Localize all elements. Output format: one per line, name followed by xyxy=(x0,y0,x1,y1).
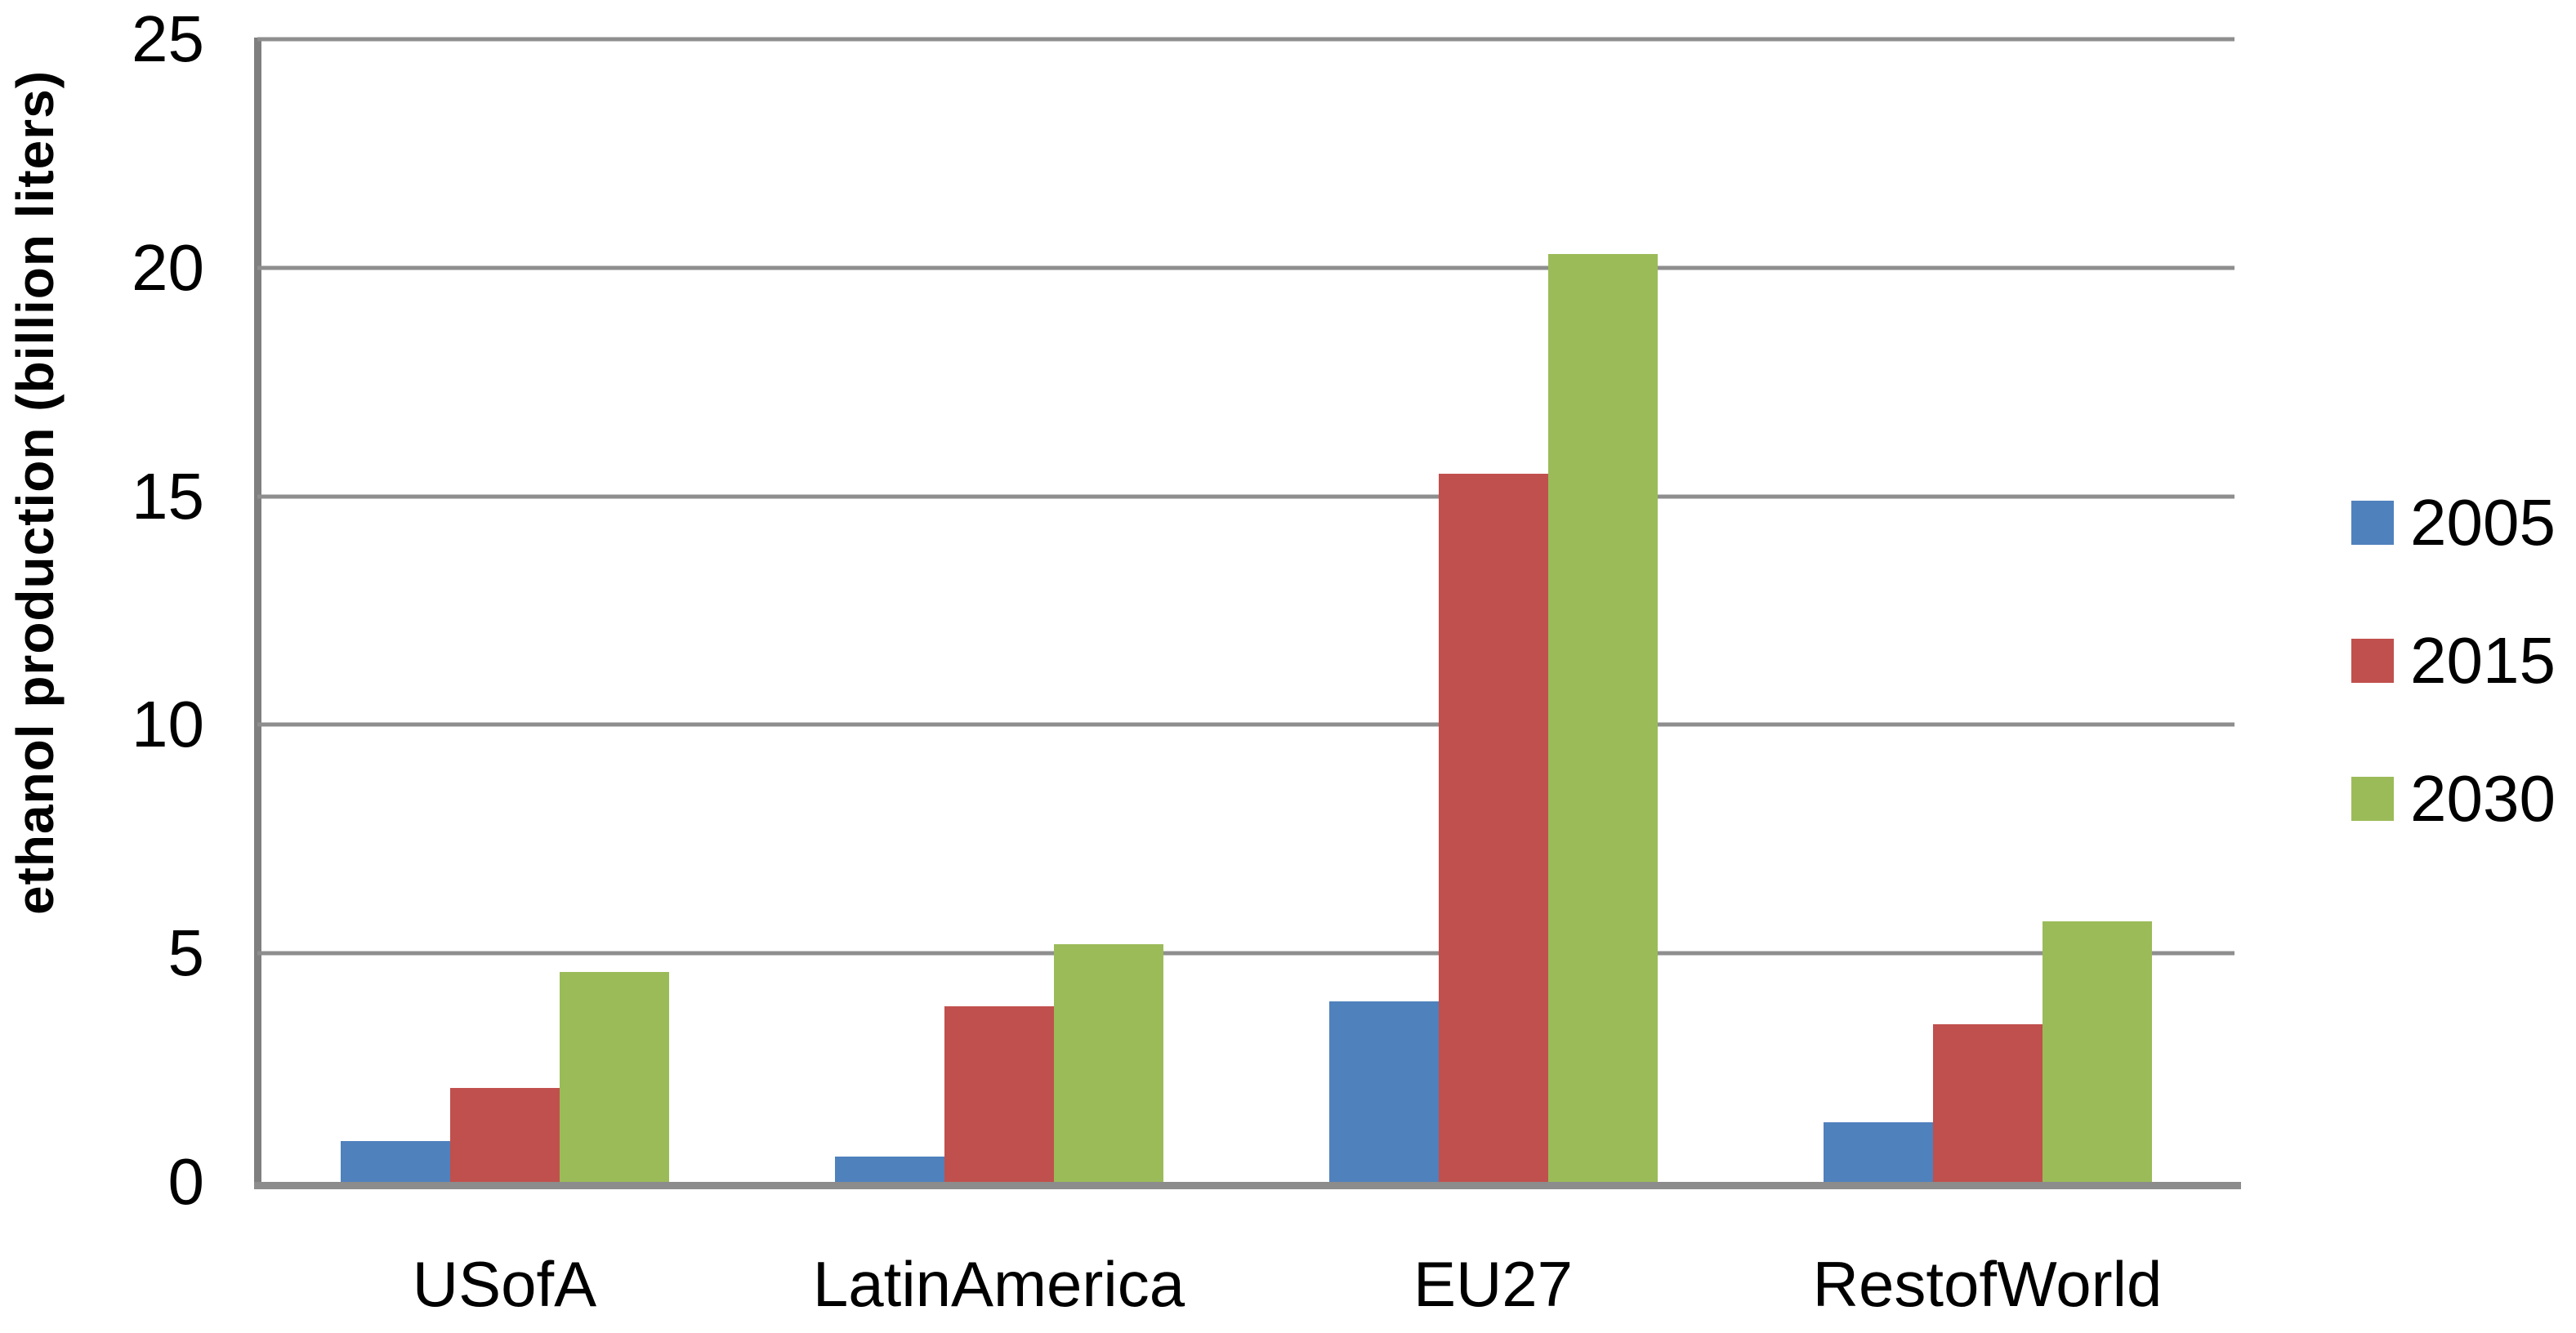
x-category-label-RestofWorld: RestofWorld xyxy=(1812,1248,2163,1320)
bar-2005-EU27 xyxy=(1328,1001,1439,1182)
x-axis-line xyxy=(254,1182,2241,1189)
bar-group-USofA xyxy=(257,39,752,1182)
legend-label-2015: 2015 xyxy=(2410,624,2556,697)
bar-2015-EU27 xyxy=(1438,473,1548,1182)
legend-item-2005: 2005 xyxy=(2351,486,2556,559)
bar-2030-EU27 xyxy=(1547,254,1658,1182)
y-tick-label-10: 10 xyxy=(132,688,204,761)
gridline-5 xyxy=(257,951,2234,956)
bar-2030-RestofWorld xyxy=(2042,921,2152,1182)
bar-2015-RestofWorld xyxy=(1932,1023,2042,1182)
bar-2005-RestofWorld xyxy=(1823,1122,1933,1182)
y-tick-label-5: 5 xyxy=(167,916,205,990)
legend-item-2030: 2030 xyxy=(2351,762,2556,835)
legend-swatch-icon xyxy=(2351,639,2394,683)
legend-item-2015: 2015 xyxy=(2351,624,2556,697)
y-tick-label-0: 0 xyxy=(167,1145,205,1218)
bar-group-RestofWorld xyxy=(1740,39,2234,1182)
bar-2030-USofA xyxy=(559,971,669,1182)
bar-2015-USofA xyxy=(449,1088,560,1182)
y-tick-label-15: 15 xyxy=(132,459,204,533)
x-category-label-LatinAmerica: LatinAmerica xyxy=(812,1248,1185,1320)
y-axis-line xyxy=(254,38,261,1189)
bar-2005-USofA xyxy=(340,1140,450,1182)
bar-2005-LatinAmerica xyxy=(834,1157,944,1182)
gridline-10 xyxy=(257,722,2234,727)
bar-group-LatinAmerica xyxy=(752,39,1246,1182)
bar-2015-LatinAmerica xyxy=(944,1005,1054,1182)
legend-swatch-icon xyxy=(2351,501,2394,545)
x-category-label-EU27: EU27 xyxy=(1413,1248,1574,1320)
gridline-20 xyxy=(257,265,2234,270)
y-tick-label-20: 20 xyxy=(132,230,204,304)
plot-area xyxy=(257,37,2234,1182)
legend-label-2005: 2005 xyxy=(2410,486,2556,559)
bar-group-EU27 xyxy=(1246,39,1740,1182)
x-category-label-USofA: USofA xyxy=(412,1248,597,1320)
y-tick-label-25: 25 xyxy=(132,2,204,75)
bar-2030-LatinAmerica xyxy=(1053,944,1163,1182)
legend-swatch-icon xyxy=(2351,777,2394,821)
gridline-25 xyxy=(257,37,2234,42)
gridline-15 xyxy=(257,494,2234,499)
legend-label-2030: 2030 xyxy=(2410,762,2556,835)
